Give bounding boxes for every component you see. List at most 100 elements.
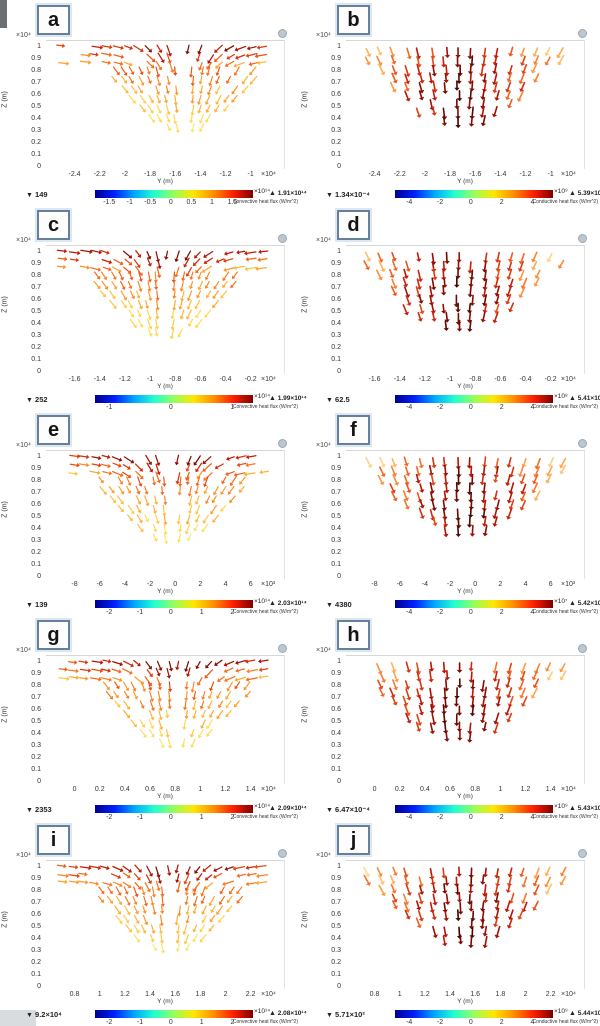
y-tick-label: 0.2 (31, 754, 41, 761)
y-tick-label: 0.4 (331, 935, 341, 942)
x-axis-title: Y (m) (457, 793, 473, 800)
x-tick-label: 2 (223, 991, 228, 998)
y-tick-label: 0 (37, 368, 41, 375)
colorbar-gradient (395, 1010, 553, 1018)
panel-letter-box: e (37, 415, 70, 445)
colorbar-gradient (395, 395, 553, 403)
quiver-arrows (68, 454, 270, 545)
plot-corner-icon (578, 234, 587, 243)
colorbar-max: 5.41×10⁸ (569, 395, 600, 402)
x-axis-multiplier: ×10⁴ (561, 991, 576, 998)
colorbar-tick-label: -4 (406, 814, 413, 821)
x-tick-label: 0 (72, 786, 77, 793)
y-tick-label: 0.5 (331, 923, 341, 930)
x-axis-multiplier: ×10⁴ (561, 171, 576, 178)
y-tick-label: 0.2 (31, 344, 41, 351)
colorbar-max-value: 2.09×10¹⁴ (277, 805, 307, 812)
y-tick-label: 0.6 (331, 706, 341, 713)
y-tick-label: 0.4 (331, 320, 341, 327)
quiver-arrows (376, 661, 567, 743)
plot-corner-icon (578, 849, 587, 858)
colorbar-min: 6.47×10⁻⁴ (326, 805, 370, 814)
x-tick-label: -0.6 (194, 376, 207, 383)
x-tick-label: 1.2 (520, 786, 531, 793)
colorbar-tick-label: 0.5 (186, 199, 197, 206)
y-tick-label: 0.3 (31, 127, 41, 134)
colorbar-tick-label: 2 (230, 609, 235, 616)
scan-artifact-bottom-left (0, 1010, 36, 1026)
x-tick-label: -1 (146, 376, 154, 383)
colorbar: 62.5 -4 -2 0 2 4 ×10⁸ 5.41×10⁸ Conductive he… (300, 392, 600, 411)
flux-axis-label: Conductive heat flux (W/m^2) (532, 814, 598, 820)
colorbar-max-value: 2.03×10¹⁴ (277, 600, 307, 607)
y-tick-label: 0.9 (31, 670, 41, 677)
y-tick-label: 0.6 (31, 91, 41, 98)
plot-corner-icon (278, 644, 287, 653)
colorbar-tick-label: 0 (168, 609, 173, 616)
colorbar-max-value: 5.43×10⁹ (577, 805, 600, 812)
colorbar-tick-label: -1.5 (103, 199, 116, 206)
max-marker-icon (569, 1010, 576, 1017)
x-axis-multiplier: ×10³ (561, 581, 576, 588)
y-tick-label: 0.3 (331, 742, 341, 749)
x-tick-label: -2 (121, 171, 128, 178)
colorbar-gradient (395, 805, 553, 813)
y-axis-multiplier: ×10⁴ (316, 237, 331, 244)
y-tick-label: 0.7 (31, 284, 41, 291)
colorbar-min-value: 4380 (335, 600, 352, 609)
panel-i: i ×10⁴ Z (m) 1 0.9 0.8 0.7 0.6 0.5 0.4 0.3 0.2 0.… (0, 822, 307, 1026)
colorbar-tick-label: -2 (436, 814, 444, 821)
plot-area (346, 439, 587, 579)
y-tick-label: 0.3 (31, 742, 41, 749)
plot-area (46, 644, 287, 784)
y-tick-label: 0.5 (31, 923, 41, 930)
colorbar-max-value: 1.99×10¹⁴ (277, 395, 307, 402)
x-tick-label: -0.6 (494, 376, 507, 383)
y-tick-label: 1 (37, 658, 41, 665)
y-tick-label: 0.5 (31, 103, 41, 110)
x-tick-label: -1.6 (68, 376, 81, 383)
x-tick-label: -1.6 (169, 171, 182, 178)
panel-letter: j (350, 828, 357, 851)
y-tick-label: 0.1 (31, 356, 41, 363)
colorbar-min: 1.34×10⁻⁴ (326, 190, 370, 199)
x-tick-label: 1.2 (420, 991, 430, 998)
colorbar-tick-label: 4 (530, 404, 535, 411)
plot-corner-icon (578, 644, 587, 653)
colorbar-tick-label: 2 (499, 1019, 504, 1026)
y-tick-label: 0.4 (31, 935, 41, 942)
colorbar-tick-label: -4 (406, 199, 413, 206)
x-tick-label: 0.8 (470, 786, 481, 793)
y-tick-label: 0.6 (331, 501, 341, 508)
y-tick-label: 0.1 (31, 151, 41, 158)
colorbar-max: 1.99×10¹⁴ (269, 395, 307, 402)
x-tick-label: -0.2 (244, 376, 257, 383)
panel-a: a ×10⁴ Z (m) 1 0.9 0.8 0.7 0.6 0.5 0.4 0.3 0.2 0.… (0, 2, 307, 206)
y-tick-label: 0.5 (331, 718, 341, 725)
colorbar-tick-label: -2 (436, 1019, 444, 1026)
colorbar-tick-label: 0 (168, 404, 173, 411)
colorbar-min: 139 (26, 600, 48, 609)
min-marker-icon (326, 602, 333, 609)
x-tick-label: -2 (421, 171, 428, 178)
y-tick-label: 0.2 (31, 139, 41, 146)
y-tick-label: 0.6 (31, 911, 41, 918)
x-tick-label: 0.8 (369, 991, 380, 998)
plot-area (346, 29, 587, 169)
min-marker-icon (26, 1012, 33, 1019)
y-tick-label: 1 (337, 863, 341, 870)
x-tick-label: -1.8 (444, 171, 457, 178)
colorbar-tick-label: -4 (406, 609, 413, 616)
y-tick-label: 0 (337, 983, 341, 990)
colorbar-tick-label: 0 (168, 1019, 173, 1026)
y-tick-label: 0.2 (331, 959, 341, 966)
y-tick-label: 0.4 (31, 320, 41, 327)
colorbar-tick-label: 0 (468, 609, 473, 616)
x-tick-label: -0.2 (544, 376, 557, 383)
max-marker-icon (269, 190, 276, 197)
x-tick-label: 1.4 (445, 991, 455, 998)
min-marker-icon (326, 1012, 333, 1019)
x-tick-label: -0.8 (169, 376, 182, 383)
panel-b: b ×10⁴ Z (m) 1 0.9 0.8 0.7 0.6 0.5 0.4 0.3 0.2 0.… (300, 2, 600, 206)
